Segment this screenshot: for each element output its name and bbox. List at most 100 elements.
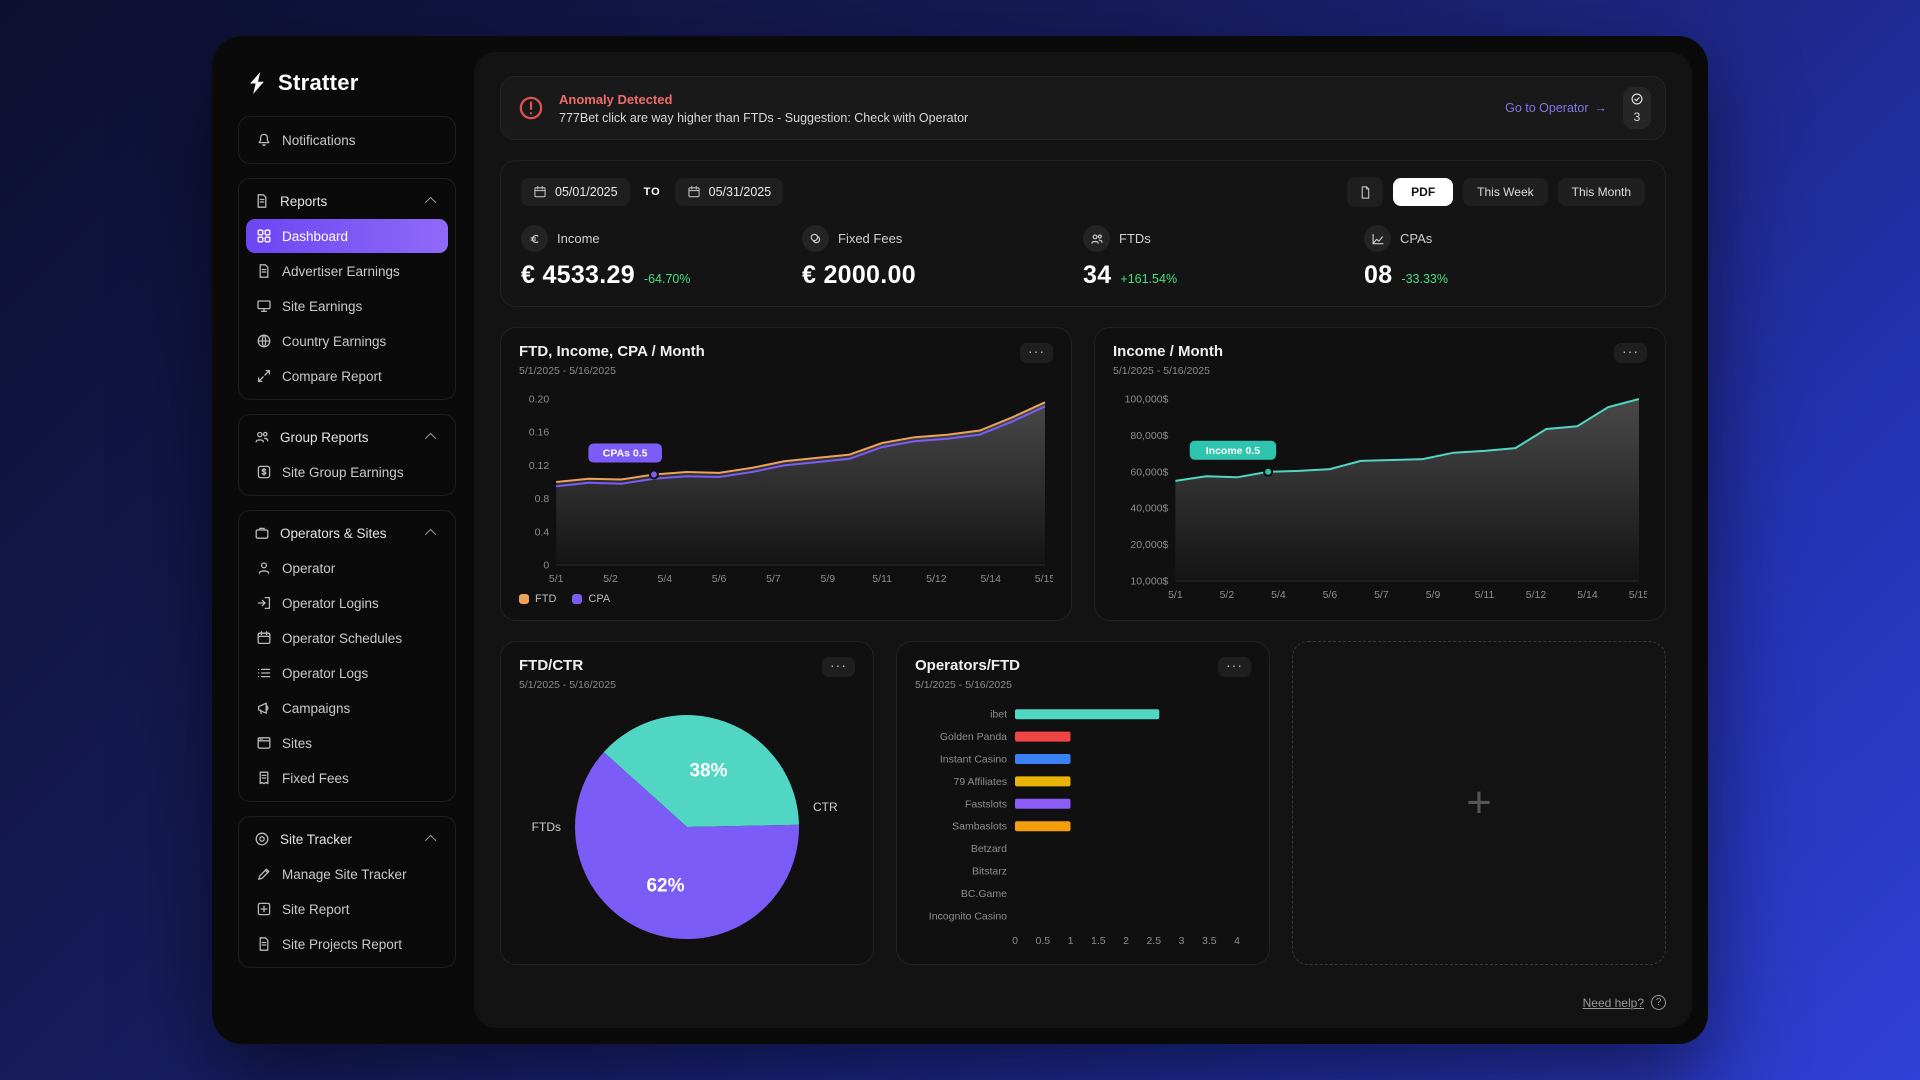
sidebar-item-fixed-fees[interactable]: Fixed Fees [246,761,448,795]
app-window: Stratter Notifications Reports Dashboard… [212,36,1708,1044]
arrow-right-icon: → [1594,101,1608,115]
item-label: Country Earnings [282,333,387,349]
svg-text:2: 2 [1123,935,1129,947]
svg-text:BC.Game: BC.Game [961,888,1007,900]
go-to-operator-link[interactable]: Go to Operator → [1505,101,1607,115]
compare-icon [256,368,272,384]
controls-stats-panel: 05/01/2025 TO 05/31/2025 PDF This Week T… [500,160,1666,307]
stat-label: Income [557,231,600,246]
card-title: Income / Month [1113,343,1223,360]
svg-text:79 Affiliates: 79 Affiliates [953,776,1007,788]
more-options-button[interactable]: ··· [822,657,855,677]
megaphone-icon [256,700,272,716]
svg-text:5/4: 5/4 [657,573,672,585]
reports-icon [254,193,270,209]
sidebar-item-advertiser-earnings[interactable]: Advertiser Earnings [246,254,448,288]
export-button[interactable] [1347,177,1384,207]
svg-text:5/4: 5/4 [1271,589,1286,601]
sidebar-item-operator-schedules[interactable]: Operator Schedules [246,621,448,655]
svg-text:0.16: 0.16 [529,427,550,439]
svg-text:0.20: 0.20 [529,394,550,406]
card-title: Operators/FTD [915,657,1021,674]
stat-change: -33.33% [1401,272,1448,286]
item-label: Site Group Earnings [282,464,404,480]
stratter-logo-icon [244,70,270,96]
sidebar: Stratter Notifications Reports Dashboard… [228,52,464,1028]
sidebar-item-country-earnings[interactable]: Country Earnings [246,324,448,358]
svg-text:5/7: 5/7 [766,573,781,585]
sidebar-item-dashboard[interactable]: Dashboard [246,219,448,253]
section-title: Group Reports [280,429,369,445]
more-options-button[interactable]: ··· [1020,343,1053,363]
section-header-group-reports[interactable]: Group Reports [244,420,450,454]
svg-text:Golden Panda: Golden Panda [940,731,1007,743]
item-label: Sites [282,735,313,751]
chevron-up-icon [424,432,437,445]
svg-text:5/12: 5/12 [926,573,947,585]
sidebar-item-operator-logins[interactable]: Operator Logins [246,586,448,620]
svg-text:5/2: 5/2 [603,573,618,585]
section-site-tracker: Site Tracker Manage Site Tracker Site Re… [238,816,456,968]
anomaly-alert: Anomaly Detected 777Bet click are way hi… [500,76,1666,140]
sidebar-item-site-projects-report[interactable]: Site Projects Report [246,927,448,961]
stat-label: FTDs [1119,231,1151,246]
sidebar-item-sites[interactable]: Sites [246,726,448,760]
cpa-swatch [572,594,583,604]
area-chart-ftd-income-cpa: 0.20 0.16 0.12 0.8 0.4 0 5/1 5/2 5/4 5/6 5/7 5/9 5/1… [519,383,1056,589]
more-options-button[interactable]: ··· [1614,343,1647,363]
item-label: Compare Report [282,368,382,384]
item-label: Manage Site Tracker [282,866,407,882]
anomaly-icon [517,94,545,122]
anomaly-count-badge[interactable]: 3 [1623,87,1651,129]
svg-text:5/14: 5/14 [980,573,1001,585]
date-from-picker[interactable]: 05/01/2025 [521,178,630,206]
this-week-button[interactable]: This Week [1463,178,1548,206]
svg-text:3.5: 3.5 [1202,935,1217,947]
dollar-square-icon [256,464,272,480]
svg-text:40,000$: 40,000$ [1130,503,1168,515]
sidebar-item-operator-logs[interactable]: Operator Logs [246,656,448,690]
section-header-site-tracker[interactable]: Site Tracker [244,822,450,856]
need-help-link[interactable]: Need help? [1582,995,1644,1010]
section-header-operators-sites[interactable]: Operators & Sites [244,516,450,550]
svg-text:5/6: 5/6 [1323,589,1338,601]
monitor-icon [256,298,272,314]
svg-text:1.5: 1.5 [1091,935,1106,947]
date-to-picker[interactable]: 05/31/2025 [674,178,784,206]
sidebar-item-campaigns[interactable]: Campaigns [246,691,448,725]
svg-text:10,000$: 10,000$ [1130,576,1168,588]
svg-text:Betzard: Betzard [971,843,1007,855]
svg-text:5/15: 5/15 [1035,573,1053,585]
svg-text:Sambaslots: Sambaslots [952,821,1007,833]
svg-text:0.8: 0.8 [535,493,550,505]
sidebar-item-site-earnings[interactable]: Site Earnings [246,289,448,323]
section-header-reports[interactable]: Reports [244,184,450,218]
sidebar-item-manage-site-tracker[interactable]: Manage Site Tracker [246,857,448,891]
stat-change: +161.54% [1120,272,1178,286]
stat-value: € 2000.00 [802,261,916,289]
sidebar-item-operator[interactable]: Operator [246,551,448,585]
question-circle-icon[interactable]: ? [1651,995,1666,1010]
check-circle-icon [1630,92,1644,106]
svg-text:0: 0 [543,560,549,572]
card-subtitle: 5/1/2025 - 5/16/2025 [519,365,616,377]
svg-text:20,000$: 20,000$ [1130,539,1168,551]
sidebar-item-site-group-earnings[interactable]: Site Group Earnings [246,455,448,489]
svg-text:38%: 38% [689,760,727,781]
logo: Stratter [244,70,452,96]
more-options-button[interactable]: ··· [1218,657,1251,677]
app-title: Stratter [278,70,359,95]
this-month-button[interactable]: This Month [1557,178,1645,206]
item-label: Fixed Fees [282,770,349,786]
sidebar-item-compare-report[interactable]: Compare Report [246,359,448,393]
pdf-button[interactable]: PDF [1393,178,1454,206]
sidebar-item-notifications[interactable]: Notifications [246,123,448,157]
sidebar-item-site-report[interactable]: Site Report [246,892,448,926]
card-income-month: Income / Month 5/1/2025 - 5/16/2025 ··· … [1094,327,1666,621]
card-title: FTD, Income, CPA / Month [519,343,705,360]
legend-label: FTD [535,593,557,605]
add-widget-placeholder[interactable]: + [1292,641,1666,965]
to-label: TO [643,186,661,198]
svg-text:Fastslots: Fastslots [965,798,1007,810]
controls-row: 05/01/2025 TO 05/31/2025 PDF This Week T… [521,177,1645,207]
